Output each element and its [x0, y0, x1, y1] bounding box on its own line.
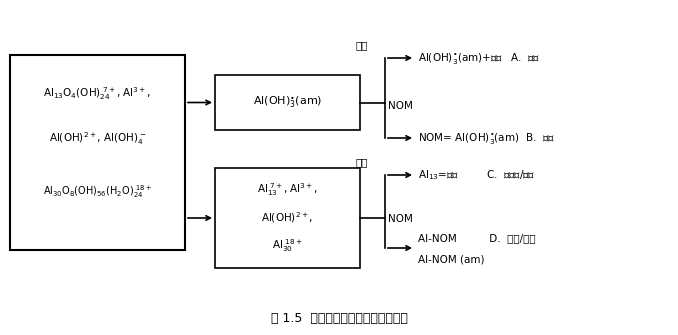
Bar [215, 168, 360, 268]
Text: $\mathrm{Al_{13}}$=胶体         C.  电中和/脱稳: $\mathrm{Al_{13}}$=胶体 C. 电中和/脱稳 [418, 168, 535, 182]
Text: NOM= $\mathrm{Al(OH)_3^{\bullet}(am)}$  B.  吸附: NOM= $\mathrm{Al(OH)_3^{\bullet}(am)}$ B… [418, 131, 555, 145]
Text: Al-NOM (am): Al-NOM (am) [418, 255, 485, 265]
Text: $\mathrm{Al(OH)^{2+}}$,: $\mathrm{Al(OH)^{2+}}$, [261, 211, 314, 225]
Bar [10, 55, 185, 250]
Text: NOM: NOM [388, 214, 413, 224]
Text: $\mathrm{Al(OH)^{2+}}$, $\mathrm{Al(OH)_4^-}$: $\mathrm{Al(OH)^{2+}}$, $\mathrm{Al(OH)_… [49, 130, 146, 147]
Text: 胶体: 胶体 [355, 40, 367, 50]
Bar [215, 75, 360, 130]
Text: 图 1.5  聚合氯化铝的絮凝机理示意图: 图 1.5 聚合氯化铝的絮凝机理示意图 [271, 312, 407, 325]
Text: $\mathrm{Al_{30}O_8(OH)_{56}(H_2O)_{24}^{\ 18+}}$: $\mathrm{Al_{30}O_8(OH)_{56}(H_2O)_{24}^… [43, 183, 152, 200]
Text: Al-NOM          D.  络合/沉淀: Al-NOM D. 络合/沉淀 [418, 233, 536, 243]
Text: 胶体: 胶体 [355, 157, 367, 167]
Text: $\mathrm{Al(OH)_3^{\bullet}(am)}$+胶体   A.  网捕: $\mathrm{Al(OH)_3^{\bullet}(am)}$+胶体 A. … [418, 51, 540, 66]
Text: $\mathrm{Al_{13}O_4(OH)_{24}^{\ 7+}}$, $\mathrm{Al^{3+}}$,: $\mathrm{Al_{13}O_4(OH)_{24}^{\ 7+}}$, $… [43, 86, 152, 103]
Text: $\mathrm{Al_{30}^{\ 18+}}$: $\mathrm{Al_{30}^{\ 18+}}$ [273, 238, 302, 254]
Text: $\mathrm{Al(OH)_3^{\bullet}(am)}$: $\mathrm{Al(OH)_3^{\bullet}(am)}$ [253, 95, 322, 110]
Text: NOM: NOM [388, 101, 413, 111]
Text: $\mathrm{Al_{13}^{\ 7+}}$, $\mathrm{Al^{3+}}$,: $\mathrm{Al_{13}^{\ 7+}}$, $\mathrm{Al^{… [257, 182, 318, 198]
